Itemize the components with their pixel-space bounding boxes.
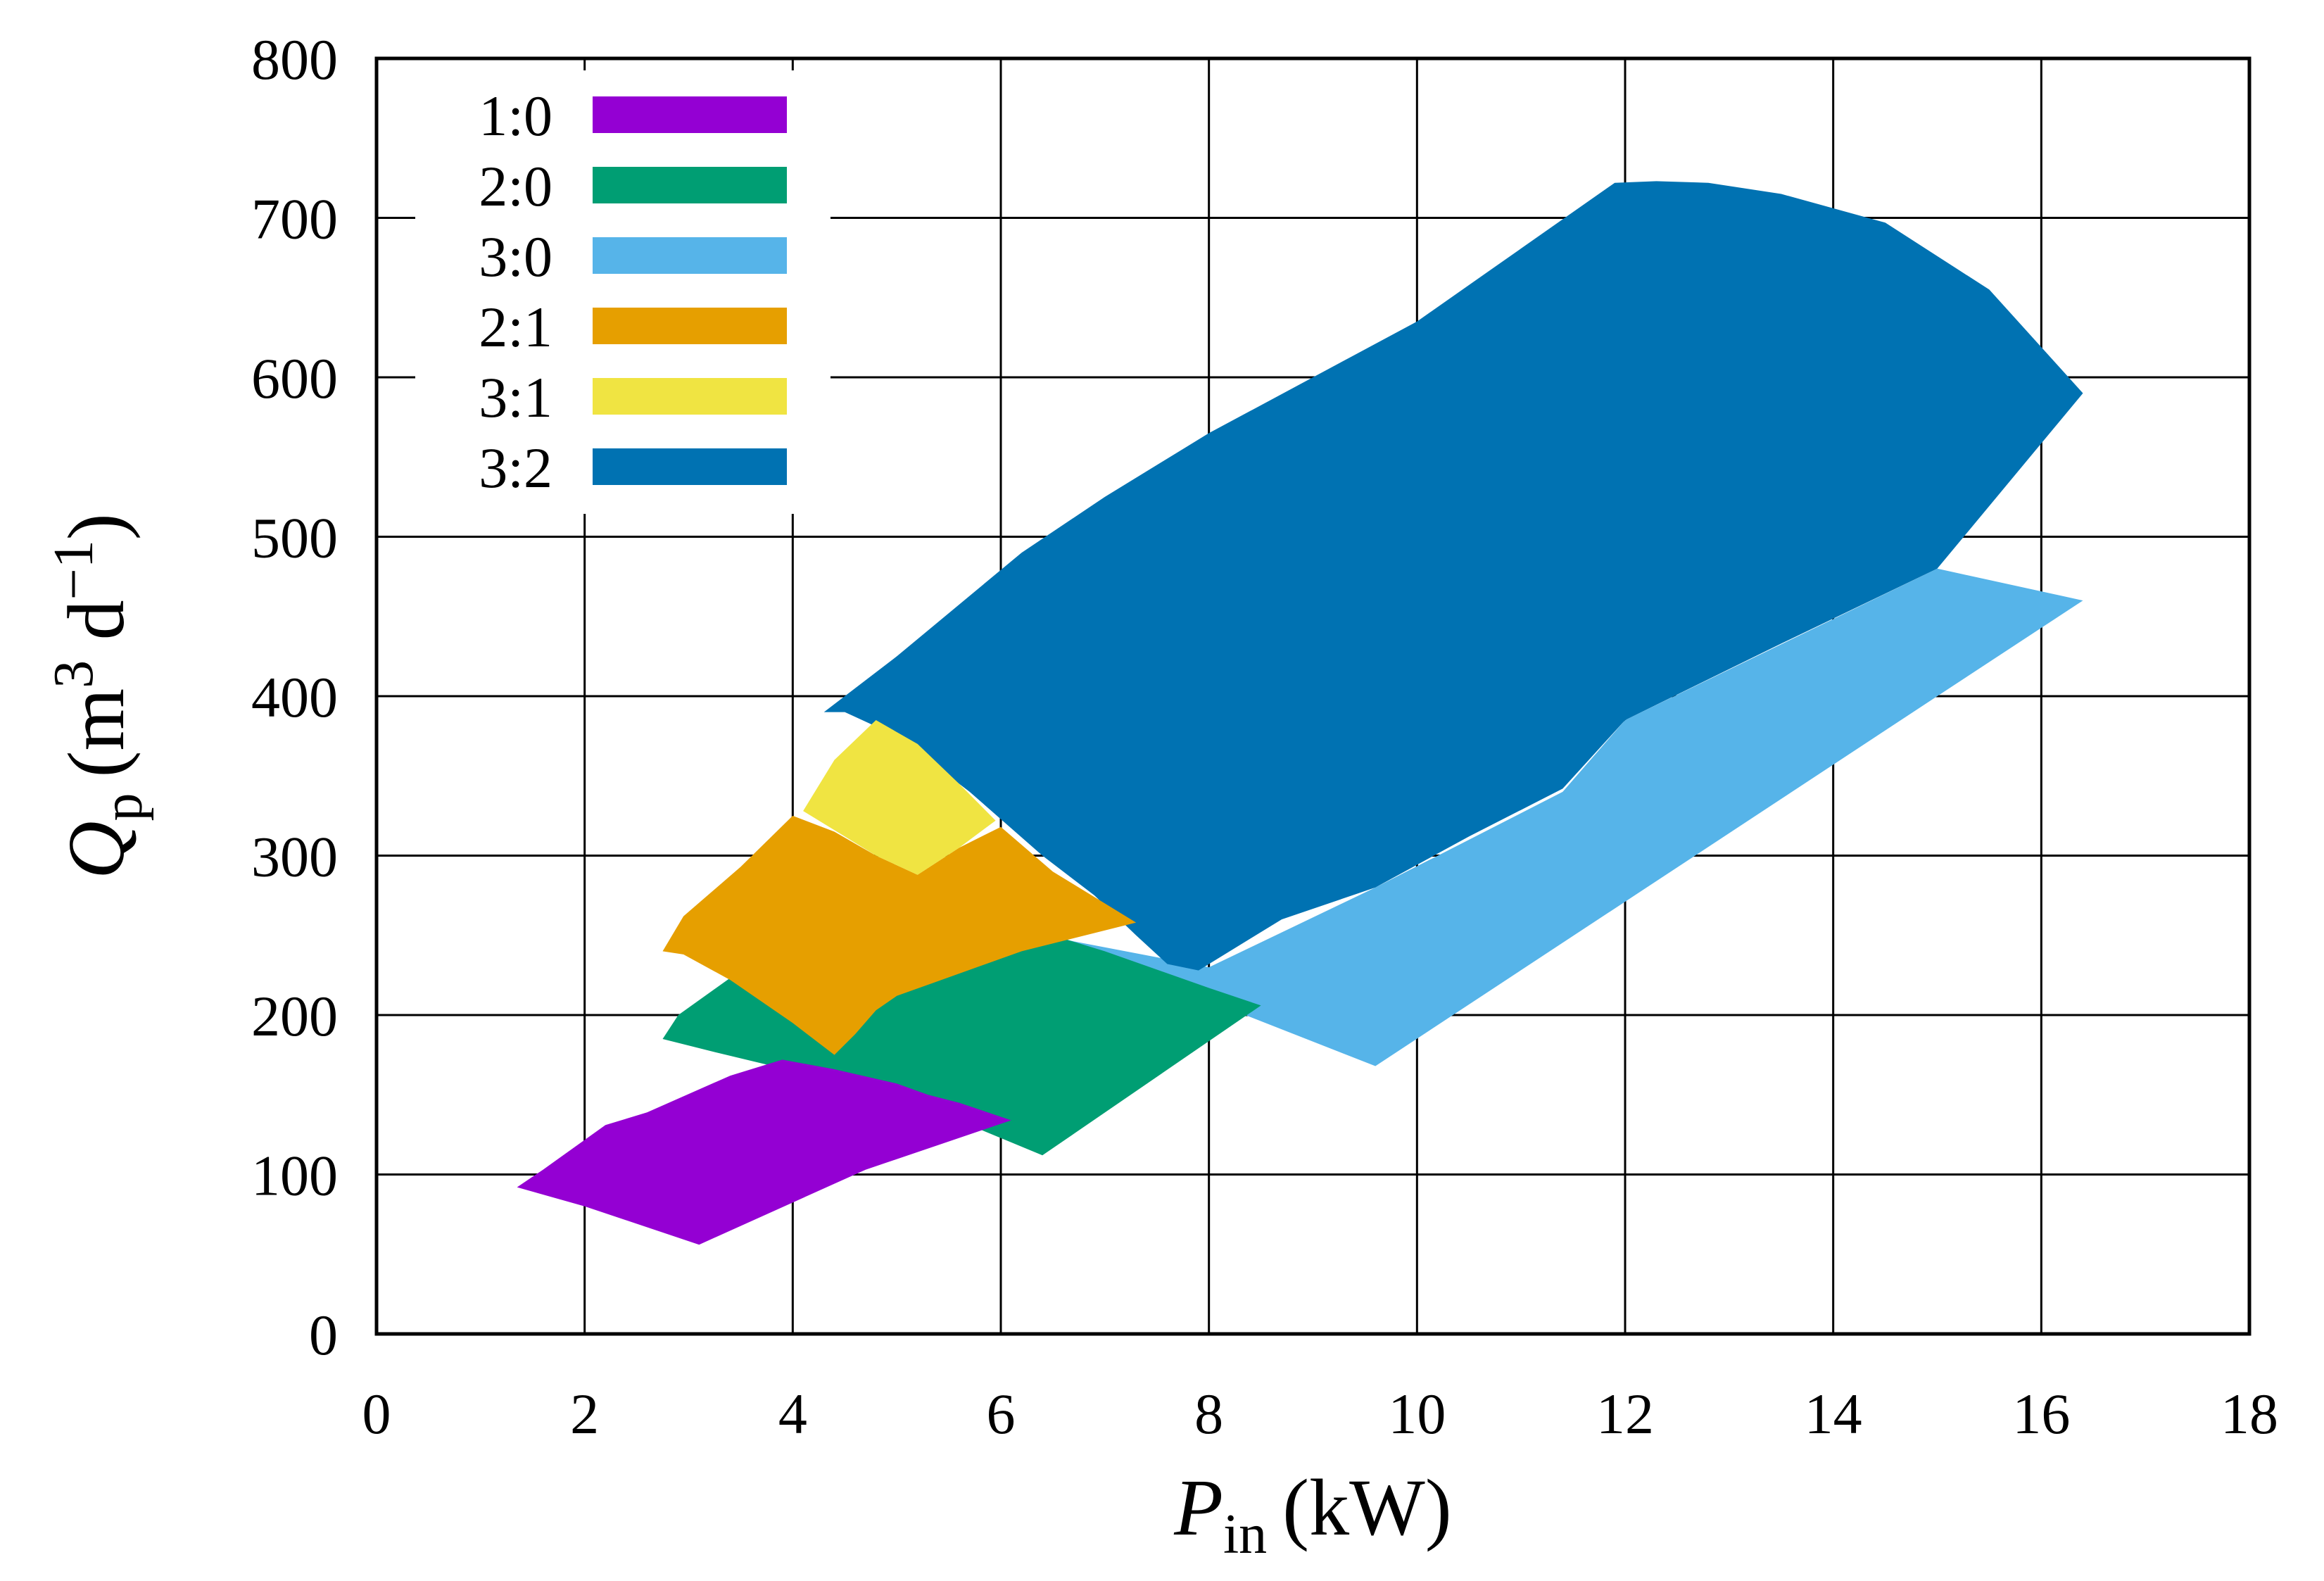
x-axis-sub: in <box>1223 1504 1267 1566</box>
y-axis-unit-open: (m <box>51 688 141 778</box>
x-tick-label-12: 12 <box>1596 1382 1654 1446</box>
y-axis-unit-sup2: −1 <box>43 540 105 600</box>
y-axis-unit-close: ) <box>51 513 141 540</box>
y-axis-sub: p <box>92 793 154 821</box>
series-layer <box>517 181 2083 1245</box>
y-tick-label-800: 800 <box>251 27 338 92</box>
legend-label-3-1: 3:1 <box>479 365 552 429</box>
y-tick-label-700: 700 <box>251 187 338 251</box>
x-tick-label-0: 0 <box>362 1382 391 1446</box>
legend-label-3-0: 3:0 <box>479 225 552 289</box>
region-3-0 <box>1001 568 2083 1066</box>
y-tick-label-100: 100 <box>251 1144 338 1208</box>
x-tick-label-14: 14 <box>1805 1382 1862 1446</box>
x-tick-label-2: 2 <box>570 1382 599 1446</box>
y-axis-title: Qp (m3 d−1) <box>43 513 154 879</box>
x-tick-label-8: 8 <box>1194 1382 1223 1446</box>
x-tick-label-18: 18 <box>2221 1382 2278 1446</box>
legend-swatch-3-0 <box>593 237 787 274</box>
y-tick-label-400: 400 <box>251 665 338 729</box>
x-axis-var: P <box>1173 1463 1223 1552</box>
legend-swatch-1-0 <box>593 96 787 133</box>
y-tick-label-600: 600 <box>251 346 338 410</box>
tick-labels: 0 2 4 6 8 10 12 14 16 18 0 100 200 300 400 500 600 700 800 <box>251 27 2278 1446</box>
y-tick-label-300: 300 <box>251 825 338 889</box>
y-tick-label-500: 500 <box>251 506 338 570</box>
region-2-1 <box>662 815 1137 1055</box>
x-tick-label-6: 6 <box>987 1382 1016 1446</box>
legend-background <box>415 70 831 514</box>
x-axis-unit: (kW) <box>1282 1463 1452 1552</box>
legend-swatch-2-0 <box>593 167 787 203</box>
legend-label-1-0: 1:0 <box>479 84 552 148</box>
y-tick-label-0: 0 <box>309 1303 338 1367</box>
legend-swatch-2-1 <box>593 308 787 344</box>
legend-label-2-0: 2:0 <box>479 154 552 218</box>
y-axis-var: Q <box>51 821 141 878</box>
y-axis-unit-sup1: 3 <box>43 660 105 688</box>
region-3-2 <box>823 181 2083 971</box>
legend-swatch-3-2 <box>593 448 787 485</box>
y-axis-unit-mid: d <box>51 600 141 660</box>
x-tick-label-10: 10 <box>1388 1382 1446 1446</box>
legend: 1:02:0 3:02:13:1 3:2 <box>415 70 831 514</box>
legend-label-3-2: 3:2 <box>479 436 552 500</box>
x-tick-label-4: 4 <box>778 1382 807 1446</box>
legend-label-2-1: 2:1 <box>479 295 552 359</box>
plot-frame <box>374 56 2252 1336</box>
region-3-1 <box>803 720 996 875</box>
region-1-0 <box>517 1059 1011 1245</box>
x-axis-title: Pin (kW) <box>1173 1463 1451 1566</box>
x-tick-label-16: 16 <box>2012 1382 2070 1446</box>
legend-swatch-3-1 <box>593 378 787 415</box>
y-tick-label-200: 200 <box>251 984 338 1048</box>
